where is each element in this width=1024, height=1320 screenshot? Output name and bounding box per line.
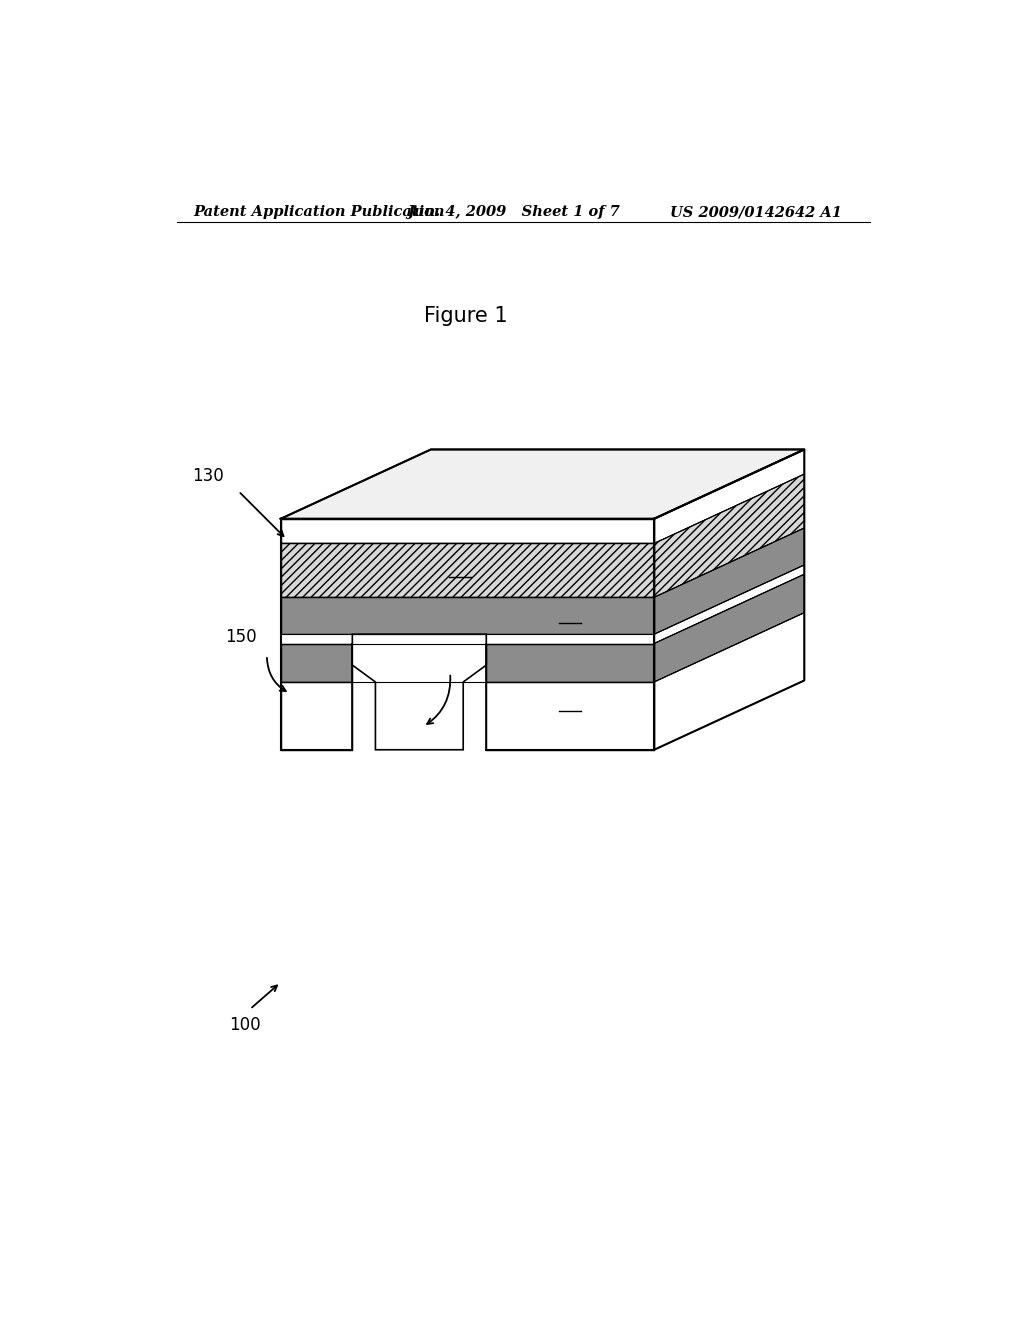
Polygon shape (654, 565, 804, 644)
Text: 140: 140 (556, 609, 585, 623)
Polygon shape (352, 635, 486, 750)
Polygon shape (654, 449, 804, 544)
Text: Jun. 4, 2009   Sheet 1 of 7: Jun. 4, 2009 Sheet 1 of 7 (408, 206, 621, 219)
Text: 130: 130 (191, 467, 223, 484)
Polygon shape (654, 474, 804, 598)
Polygon shape (281, 544, 654, 598)
Polygon shape (486, 644, 654, 682)
Text: Patent Application Publication: Patent Application Publication (194, 206, 445, 219)
Text: 120: 120 (445, 562, 474, 578)
Polygon shape (281, 598, 654, 635)
Polygon shape (281, 449, 804, 519)
Text: 140: 140 (556, 697, 585, 711)
Text: 110: 110 (465, 652, 497, 671)
Text: 100: 100 (228, 1015, 260, 1034)
Text: 150: 150 (225, 628, 256, 647)
Polygon shape (654, 574, 804, 682)
Polygon shape (281, 682, 352, 750)
Polygon shape (654, 528, 804, 635)
Polygon shape (352, 635, 486, 644)
Text: US 2009/0142642 A1: US 2009/0142642 A1 (670, 206, 842, 219)
Polygon shape (654, 612, 804, 750)
Text: Figure 1: Figure 1 (424, 306, 507, 326)
Polygon shape (486, 682, 654, 750)
Polygon shape (281, 635, 654, 644)
Polygon shape (281, 644, 352, 682)
Polygon shape (281, 519, 654, 544)
